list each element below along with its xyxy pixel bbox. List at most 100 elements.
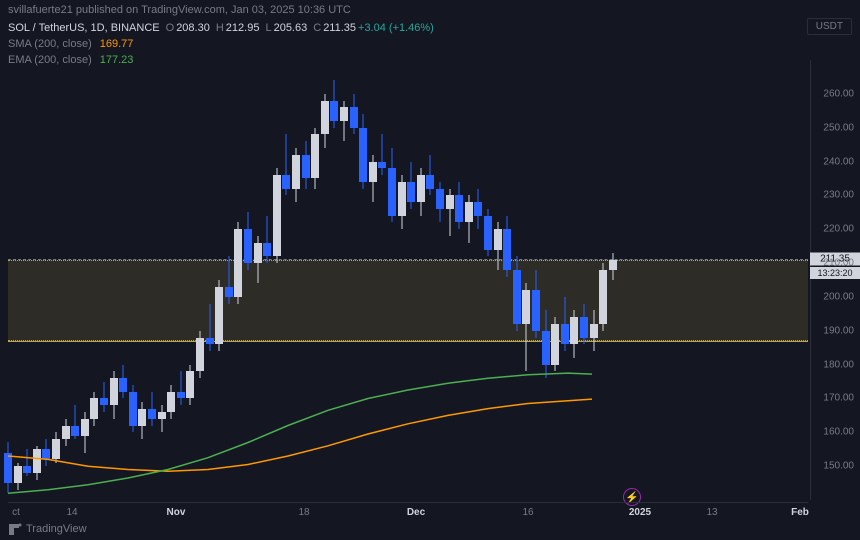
open-val: 208.30 <box>176 22 210 34</box>
change-val: +3.04 (+1.46%) <box>358 22 434 34</box>
candle[interactable] <box>417 168 425 215</box>
candle[interactable] <box>292 148 300 202</box>
open-label: O <box>166 22 175 34</box>
y-tick: 210.00 <box>823 258 854 269</box>
publisher-text: svillafuerte21 published on TradingView.… <box>8 4 351 16</box>
tradingview-icon <box>8 522 22 536</box>
candle[interactable] <box>52 432 60 462</box>
candle[interactable] <box>494 222 502 269</box>
candle[interactable] <box>148 392 156 426</box>
y-tick: 160.00 <box>823 427 854 438</box>
candle[interactable] <box>33 446 41 480</box>
candle[interactable] <box>311 128 319 189</box>
candle[interactable] <box>436 182 444 223</box>
candle[interactable] <box>206 304 214 351</box>
candle[interactable] <box>455 182 463 229</box>
candle[interactable] <box>14 463 22 490</box>
candle[interactable] <box>225 256 233 303</box>
candle[interactable] <box>23 449 31 476</box>
candle[interactable] <box>532 270 540 338</box>
y-tick: 180.00 <box>823 359 854 370</box>
candle[interactable] <box>100 382 108 412</box>
candle[interactable] <box>599 263 607 331</box>
candle[interactable] <box>90 392 98 426</box>
candle[interactable] <box>350 94 358 135</box>
candle[interactable] <box>215 280 223 351</box>
candle[interactable] <box>273 168 281 263</box>
candle[interactable] <box>302 141 310 188</box>
candle[interactable] <box>446 189 454 236</box>
candle[interactable] <box>359 114 367 188</box>
brand-text: TradingView <box>26 523 87 535</box>
x-tick: 14 <box>66 507 77 518</box>
candle[interactable] <box>62 419 70 446</box>
candle[interactable] <box>580 304 588 345</box>
close-label: C <box>313 22 321 34</box>
candle[interactable] <box>465 195 473 242</box>
chart-area[interactable]: ⚡ <box>8 60 808 500</box>
candle[interactable] <box>196 331 204 378</box>
y-tick: 220.00 <box>823 224 854 235</box>
candle[interactable] <box>590 310 598 351</box>
x-tick: Feb <box>791 507 809 518</box>
y-tick: 200.00 <box>823 291 854 302</box>
candle[interactable] <box>542 310 550 378</box>
candle[interactable] <box>484 209 492 256</box>
x-tick: 13 <box>706 507 717 518</box>
horizontal-line <box>8 341 808 342</box>
candle[interactable] <box>321 94 329 148</box>
candle[interactable] <box>378 134 386 175</box>
x-tick: ct <box>12 507 20 518</box>
candle[interactable] <box>138 402 146 439</box>
candle[interactable] <box>503 216 511 277</box>
x-axis[interactable]: ct14Nov18Dec16202513Feb <box>8 502 808 520</box>
y-tick: 190.00 <box>823 325 854 336</box>
sma-value: 169.77 <box>100 38 134 50</box>
y-tick: 240.00 <box>823 156 854 167</box>
x-tick: Dec <box>407 507 425 518</box>
candle[interactable] <box>474 189 482 230</box>
candle[interactable] <box>244 212 252 270</box>
y-tick: 260.00 <box>823 88 854 99</box>
candle[interactable] <box>263 216 271 263</box>
x-tick: Nov <box>167 507 186 518</box>
candle[interactable] <box>561 297 569 351</box>
y-tick: 230.00 <box>823 190 854 201</box>
footer-brand: TradingView <box>8 522 87 536</box>
candle[interactable] <box>513 256 521 330</box>
candle[interactable] <box>234 222 242 303</box>
candle[interactable] <box>42 439 50 466</box>
candle[interactable] <box>167 385 175 419</box>
candle[interactable] <box>407 162 415 209</box>
candle[interactable] <box>177 371 185 405</box>
quote-currency: USDT <box>807 18 852 35</box>
candle[interactable] <box>71 405 79 439</box>
candle[interactable] <box>522 283 530 371</box>
candle[interactable] <box>398 175 406 229</box>
candle[interactable] <box>609 253 617 280</box>
low-label: L <box>265 22 271 34</box>
candle[interactable] <box>158 405 166 432</box>
candle[interactable] <box>330 80 338 127</box>
demand-zone <box>8 260 808 341</box>
candle[interactable] <box>388 148 396 222</box>
sma-row: SMA (200, close) 169.77 <box>0 36 860 52</box>
x-tick: 2025 <box>629 507 651 518</box>
candle[interactable] <box>110 371 118 418</box>
candle[interactable] <box>426 155 434 196</box>
sma-label: SMA (200, close) <box>8 38 92 50</box>
x-tick: 18 <box>298 507 309 518</box>
candle[interactable] <box>570 310 578 357</box>
candle[interactable] <box>81 412 89 453</box>
candle[interactable] <box>186 365 194 406</box>
candle[interactable] <box>369 155 377 202</box>
candle[interactable] <box>4 442 12 493</box>
y-tick: 150.00 <box>823 461 854 472</box>
candle[interactable] <box>551 317 559 371</box>
candle[interactable] <box>254 236 262 283</box>
candle[interactable] <box>119 365 127 399</box>
candle[interactable] <box>340 101 348 142</box>
candle[interactable] <box>129 385 137 432</box>
candle[interactable] <box>282 134 290 195</box>
y-axis[interactable]: 211.35 13:23:20 150.00160.00170.00180.00… <box>810 60 860 500</box>
